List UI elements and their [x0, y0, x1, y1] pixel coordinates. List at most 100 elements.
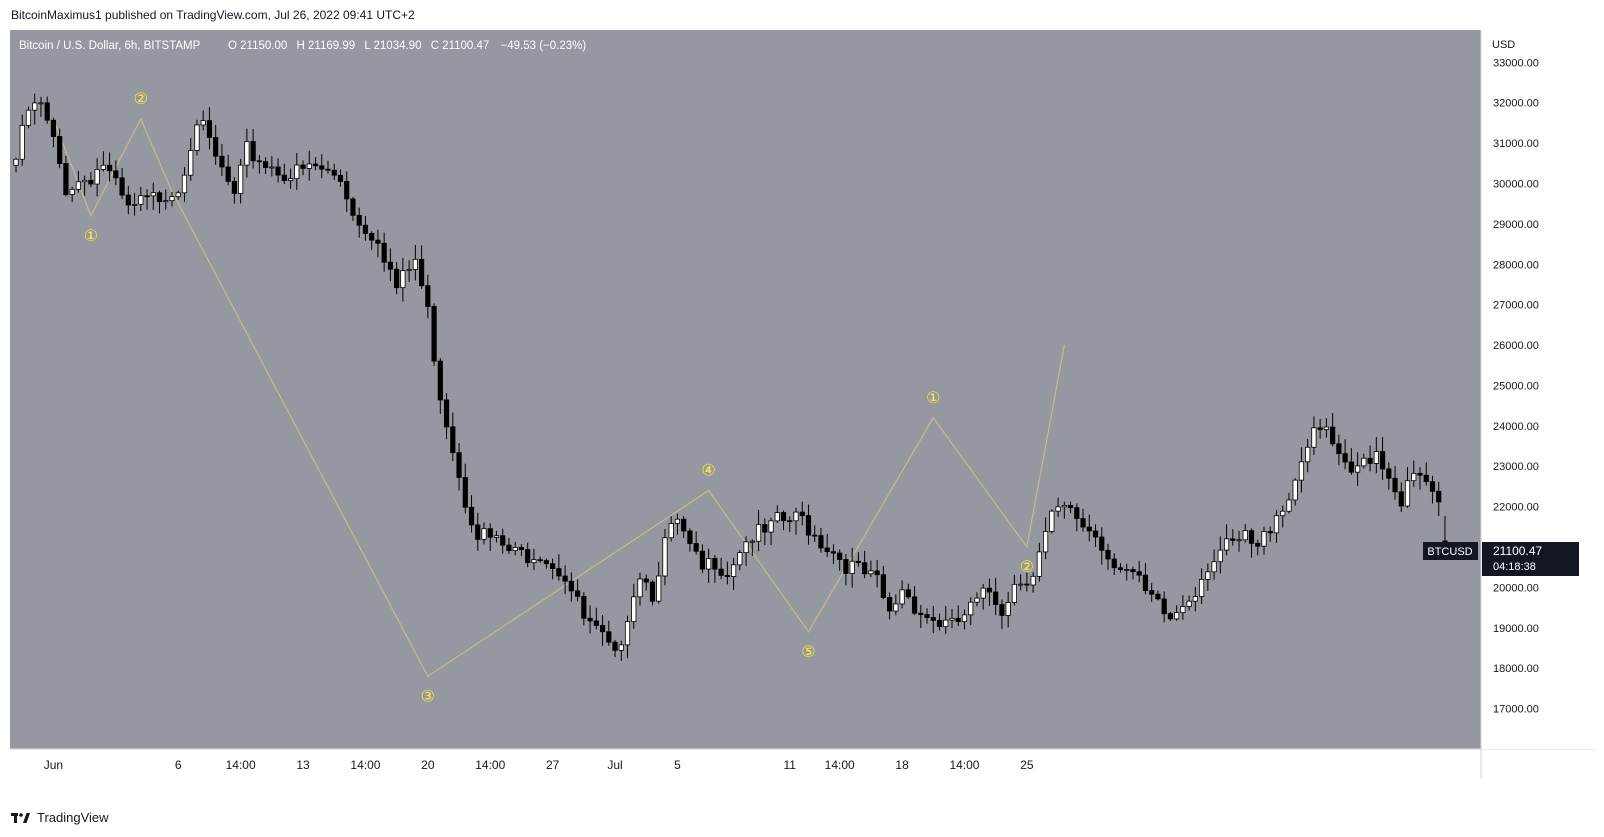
chart-container[interactable]: ① ② ③ ④ ⑤ ① ② USD 17000.00 18000.00 19000.00 2000… [10, 30, 1595, 799]
candle-body [1423, 474, 1429, 483]
candle-body [481, 528, 487, 540]
candle-body [450, 426, 456, 454]
candle-body [737, 552, 743, 566]
candle-body [812, 534, 818, 537]
price-axis[interactable] [1482, 30, 1595, 749]
candle-body [936, 620, 943, 628]
legend-symbol: Bitcoin / U.S. Dollar, 6h, BITSTAMP [19, 40, 201, 52]
wave-label: ① [84, 228, 98, 245]
candle-body [525, 549, 531, 564]
candle-body [943, 619, 949, 628]
candle-body [1049, 510, 1055, 532]
candle-body [312, 163, 319, 167]
candle-body [693, 543, 699, 552]
candle-body [156, 192, 163, 203]
candle-body [681, 518, 687, 532]
candle-body [1005, 602, 1011, 616]
time-tick-label: 25 [1020, 758, 1034, 772]
candle-body [344, 181, 350, 200]
candle-body [1317, 427, 1323, 430]
candle-body [818, 535, 824, 549]
plot-background[interactable] [10, 30, 1481, 749]
candle-body [843, 559, 849, 574]
candle-body [337, 174, 344, 182]
candle-body [1074, 507, 1080, 519]
candle-body [82, 179, 88, 183]
candle-body [1398, 491, 1404, 507]
candle-body [556, 568, 562, 577]
time-ticks: Jun 6 14:00 13 14:00 20 14:00 27 Jul 5 11 14:00 18 14… [44, 758, 1034, 772]
time-tick-label: 20 [421, 758, 435, 772]
wave-label: ② [1020, 559, 1034, 576]
candle-body [855, 560, 862, 564]
footer-brand[interactable]: TradingView [11, 810, 109, 825]
candle-body [406, 269, 412, 271]
candle-body [119, 177, 125, 196]
candle-body [774, 512, 780, 522]
candle-body [849, 560, 855, 574]
candle-body [1236, 539, 1242, 542]
legend-change: −49.53 (−0.23%) [501, 40, 587, 52]
candle-body [1024, 583, 1030, 586]
price-tick-label: 25000.00 [1493, 380, 1539, 392]
candle-body [394, 268, 400, 289]
candle-body [1255, 542, 1261, 547]
candle-body [69, 188, 75, 195]
candle-body [949, 617, 955, 621]
candle-body [731, 564, 737, 577]
candle-body [543, 560, 550, 565]
candle-body [269, 166, 275, 169]
candle-body [1167, 613, 1173, 620]
candle-body [1355, 465, 1361, 473]
price-tick-label: 23000.00 [1493, 461, 1539, 473]
candle-body [668, 523, 674, 539]
candle-body [550, 563, 556, 570]
legend-open-label: O [228, 40, 237, 52]
price-tick-label: 28000.00 [1493, 259, 1539, 271]
price-tick-label: 24000.00 [1493, 421, 1539, 433]
candle-body [899, 589, 905, 605]
candle-body [649, 581, 656, 602]
candle-body [250, 141, 256, 162]
time-tick-label: Jun [44, 758, 63, 772]
candle-body [412, 258, 418, 270]
candle-body [487, 528, 493, 538]
time-tick-label: 14:00 [949, 758, 979, 772]
candle-body [262, 161, 269, 168]
chart-svg[interactable]: ① ② ③ ④ ⑤ ① ② USD 17000.00 18000.00 19000.00 2000… [10, 30, 1595, 799]
candle-body [88, 179, 94, 185]
candle-body [874, 570, 880, 576]
candle-body [1174, 612, 1180, 620]
candle-body [768, 520, 774, 533]
candle-body [749, 540, 755, 543]
candle-body [1273, 515, 1280, 534]
price-tick-label: 32000.00 [1493, 98, 1539, 110]
time-tick-label: 14:00 [825, 758, 855, 772]
time-tick-label: 6 [175, 758, 182, 772]
legend-close-label: C [431, 40, 439, 52]
candle-body [1411, 472, 1417, 482]
candle-body [125, 194, 131, 206]
last-price-box [1482, 542, 1579, 576]
candle-body [674, 518, 681, 524]
candle-body [431, 306, 437, 362]
candle-body [862, 562, 868, 575]
legend-close-value: 21100.47 [442, 40, 489, 52]
candle-body [1404, 480, 1411, 507]
candle-body [887, 597, 893, 612]
candle-body [1086, 526, 1092, 532]
candle-body [1211, 561, 1217, 573]
ticker-label: BTCUSD [1427, 546, 1472, 558]
candle-body [1242, 530, 1248, 541]
candle-body [331, 169, 337, 176]
candle-body [762, 524, 768, 533]
candle-body [1149, 590, 1155, 595]
candle-body [1130, 569, 1136, 573]
candle-body [1342, 453, 1348, 463]
candle-body [1117, 567, 1124, 571]
candle-body [1217, 549, 1223, 563]
candle-body [830, 551, 837, 554]
candle-body [13, 158, 19, 166]
time-tick-label: Jul [607, 758, 622, 772]
price-tick-label: 27000.00 [1493, 300, 1539, 312]
